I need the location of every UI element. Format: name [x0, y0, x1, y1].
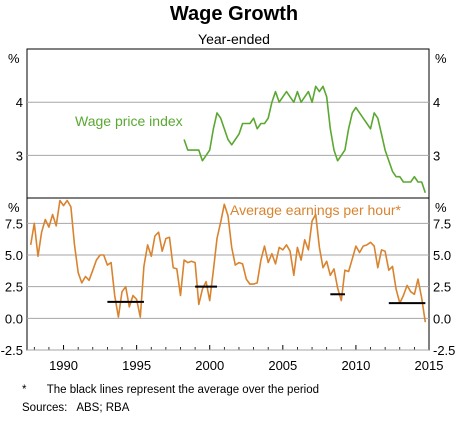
y-tick-label-left: 3 — [16, 148, 23, 163]
y-tick-label-left: 4 — [16, 95, 23, 110]
y-unit-left: % — [8, 200, 20, 215]
x-tick-label: 2010 — [341, 358, 370, 373]
y-tick-label-left: -2.5 — [1, 343, 23, 358]
y-tick-label-left: 7.5 — [5, 216, 23, 231]
y-tick-label-right: 2.5 — [433, 280, 451, 295]
y-tick-label-right: -2.5 — [433, 343, 455, 358]
footnote-text: The black lines represent the average ov… — [46, 384, 320, 396]
sources-note: Sources: ABS; RBA — [22, 402, 130, 414]
y-tick-label-right: 3 — [433, 148, 440, 163]
y-tick-label-left: 0.0 — [5, 311, 23, 326]
y-tick-label-left: 2.5 — [5, 280, 23, 295]
series-line-wage-price-index — [183, 85, 427, 193]
series-line-average-earnings-per-hour — [29, 199, 427, 323]
footnote: * The black lines represent the average … — [22, 383, 319, 397]
chart-title: Wage Growth — [169, 3, 299, 25]
x-tick-label: 2000 — [195, 358, 224, 373]
x-tick-label: 1995 — [122, 358, 151, 373]
chart-subtitle: Year-ended — [198, 31, 270, 47]
footnote-mark: * — [22, 384, 27, 396]
x-tick-label: 2015 — [415, 358, 444, 373]
series-label-average-earnings: Average earnings per hour* — [230, 202, 402, 218]
y-tick-label-right: 5.0 — [433, 248, 451, 263]
y-tick-label-right: 4 — [433, 95, 440, 110]
y-tick-label-right: 0.0 — [433, 311, 451, 326]
y-unit-right: % — [435, 200, 447, 215]
x-tick-label: 2005 — [268, 358, 297, 373]
y-unit-right: % — [435, 51, 447, 66]
y-unit-left: % — [8, 51, 20, 66]
series-label-wage-price-index: Wage price index — [75, 113, 183, 129]
y-tick-label-left: 5.0 — [5, 248, 23, 263]
x-tick-label: 1990 — [49, 358, 78, 373]
y-tick-label-right: 7.5 — [433, 216, 451, 231]
